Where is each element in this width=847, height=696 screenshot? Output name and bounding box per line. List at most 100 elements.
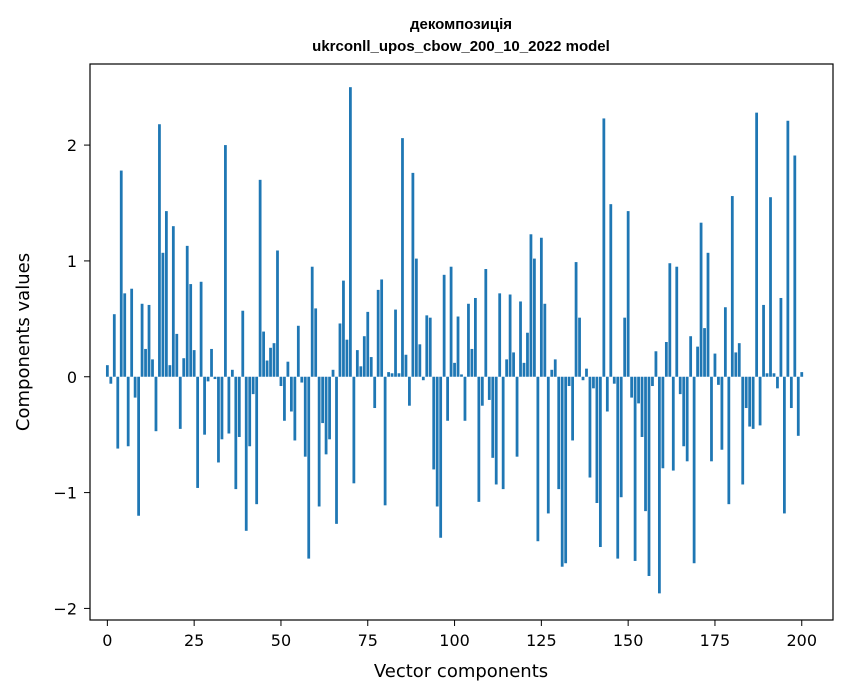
- bar-117: [512, 352, 515, 377]
- bar-92: [425, 315, 429, 377]
- bar-101: [456, 316, 460, 377]
- bar-88: [411, 172, 415, 377]
- bar-169: [692, 376, 696, 564]
- bar-200: [800, 372, 804, 377]
- bar-48: [272, 343, 276, 377]
- bar-120: [522, 362, 526, 377]
- bar-165: [678, 376, 682, 395]
- bar-98: [446, 376, 449, 421]
- bar-103: [463, 376, 467, 421]
- bar-173: [706, 252, 710, 377]
- bar-69: [345, 339, 349, 377]
- bar-34: [224, 145, 227, 377]
- bar-112: [494, 376, 498, 485]
- bar-105: [470, 348, 474, 377]
- x-tick-label: 200: [786, 631, 817, 650]
- bar-190: [765, 373, 769, 377]
- bar-166: [682, 376, 686, 447]
- bar-119: [519, 301, 522, 377]
- bar-164: [675, 266, 679, 377]
- bar-45: [262, 331, 265, 377]
- chart-title-line1: декомпозиція: [410, 16, 512, 33]
- y-tick-label: 1: [67, 252, 77, 271]
- bar-80: [383, 376, 387, 506]
- bar-153: [637, 376, 640, 404]
- bar-186: [751, 376, 755, 429]
- bar-108: [480, 376, 484, 406]
- bar-7: [130, 288, 134, 377]
- bar-185: [748, 376, 752, 427]
- bars-group: [105, 87, 804, 594]
- bar-125: [539, 237, 543, 377]
- bar-93: [428, 317, 432, 377]
- bar-148: [619, 376, 623, 498]
- bar-174: [710, 376, 713, 462]
- x-axis-ticks: 0 25 50 75 100 125 150 175 200: [102, 620, 817, 650]
- bar-74: [362, 336, 366, 377]
- bar-111: [491, 376, 495, 458]
- bar-47: [269, 347, 272, 377]
- bar-99: [449, 266, 453, 377]
- bar-167: [685, 376, 689, 462]
- bar-55: [296, 325, 300, 377]
- x-axis-label: Vector components: [374, 661, 548, 682]
- x-tick-label: 50: [271, 631, 291, 650]
- bar-168: [689, 336, 693, 377]
- bar-180: [730, 196, 734, 377]
- bar-91: [421, 376, 425, 381]
- bar-77: [373, 376, 377, 409]
- bar-54: [293, 376, 297, 441]
- bar-70: [349, 87, 352, 377]
- bar-86: [404, 354, 408, 377]
- bar-79: [380, 279, 384, 377]
- bar-159: [658, 376, 661, 594]
- bar-23: [185, 245, 189, 377]
- bar-175: [713, 353, 717, 377]
- bar-71: [352, 376, 356, 484]
- bar-145: [609, 204, 613, 377]
- bar-155: [644, 376, 647, 512]
- bar-94: [432, 376, 436, 470]
- bar-5: [123, 293, 127, 377]
- bar-72: [355, 350, 359, 377]
- bar-17: [164, 211, 168, 377]
- x-tick-label: 125: [526, 631, 557, 650]
- bar-195: [783, 376, 786, 514]
- bar-146: [612, 376, 616, 384]
- bar-150: [626, 211, 630, 377]
- bar-193: [776, 376, 779, 389]
- bar-83: [394, 309, 397, 377]
- bar-62: [321, 376, 325, 424]
- bar-199: [796, 376, 800, 436]
- bar-42: [251, 376, 255, 395]
- bar-57: [303, 376, 307, 457]
- bar-161: [664, 342, 668, 377]
- bar-3: [116, 376, 120, 449]
- bar-136: [578, 317, 581, 377]
- y-axis-ticks: −2 −1 0 1 2: [53, 136, 90, 618]
- bar-163: [671, 376, 675, 471]
- bar-110: [487, 376, 491, 400]
- bar-97: [442, 274, 446, 377]
- bar-171: [699, 222, 703, 377]
- bar-84: [397, 373, 401, 377]
- bar-35: [227, 376, 231, 434]
- bar-49: [276, 250, 279, 377]
- y-tick-label: −2: [53, 599, 77, 618]
- bar-26: [196, 376, 200, 488]
- bar-147: [616, 376, 620, 559]
- bar-140: [592, 376, 595, 389]
- bar-178: [723, 307, 727, 377]
- bar-64: [328, 376, 331, 440]
- bar-106: [474, 297, 477, 377]
- bar-197: [789, 376, 793, 409]
- bar-96: [439, 376, 443, 538]
- bar-44: [258, 179, 262, 377]
- bar-115: [505, 359, 509, 377]
- bar-14: [154, 376, 158, 432]
- bar-177: [720, 376, 724, 450]
- bar-170: [696, 346, 699, 377]
- bar-76: [369, 357, 373, 377]
- bar-134: [571, 376, 574, 441]
